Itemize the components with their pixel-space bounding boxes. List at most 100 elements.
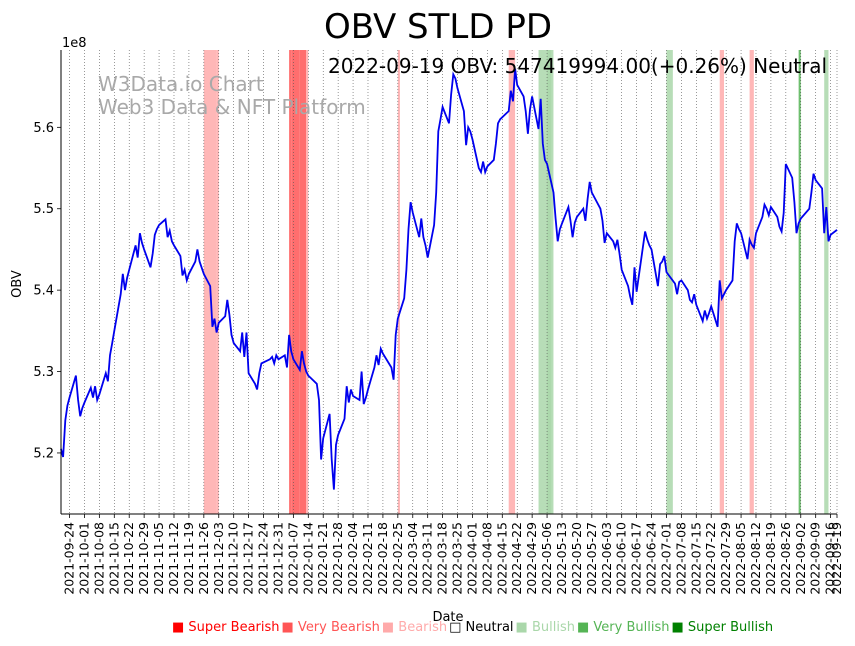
x-tick-label: 2022-08-26 bbox=[778, 522, 793, 595]
band-bullish bbox=[547, 50, 554, 514]
x-tick-label: 2022-04-08 bbox=[479, 522, 494, 595]
x-tick-label: 2021-09-24 bbox=[62, 522, 77, 595]
x-tick-label: 2022-06-17 bbox=[629, 522, 644, 595]
chart-subtitle: 2022-09-19 OBV: 547419994.00(+0.26%) Neu… bbox=[328, 54, 827, 78]
band-bearish bbox=[397, 50, 400, 514]
x-tick-label: 2022-03-25 bbox=[450, 522, 465, 595]
legend-swatch: ■ bbox=[515, 620, 528, 635]
x-tick-label: 2021-12-17 bbox=[241, 522, 256, 595]
y-tick-label: 5.2 bbox=[33, 446, 54, 461]
x-tick-label: 2022-02-25 bbox=[390, 522, 405, 595]
x-axis-ticks: 2021-09-24 2021-10-01 2021-10-08 2021-10-15… bbox=[62, 514, 844, 595]
signal-bands bbox=[203, 50, 829, 514]
x-tick-label: 2021-10-22 bbox=[121, 522, 136, 595]
y-tick-label: 5.3 bbox=[33, 365, 54, 380]
x-tick-label: 2022-06-03 bbox=[599, 522, 614, 595]
x-tick-label: 2022-03-18 bbox=[435, 522, 450, 595]
x-tick-label: 2022-09-16 bbox=[823, 522, 838, 595]
y-axis-ticks: 5.2 5.3 5.4 5.5 5.6 bbox=[33, 121, 61, 461]
x-tick-label: 2022-04-29 bbox=[524, 522, 539, 595]
x-tick-label: 2022-02-11 bbox=[360, 522, 375, 595]
legend-item-super-bearish: ■ Super Bearish bbox=[172, 620, 280, 635]
x-tick-label: 2022-07-22 bbox=[703, 522, 718, 595]
legend-item-bullish: ■ Bullish bbox=[516, 620, 575, 635]
x-tick-label: 2021-10-08 bbox=[91, 522, 106, 595]
x-tick-label: 2021-12-10 bbox=[226, 522, 241, 595]
watermark: W3Data.io Chart Web3 Data & NFT Platform bbox=[98, 72, 366, 119]
legend-swatch: ■ bbox=[576, 620, 590, 635]
legend-item-neutral: □ Neutral bbox=[449, 620, 513, 635]
legend-swatch: ■ bbox=[281, 620, 294, 635]
x-tick-label: 2022-04-22 bbox=[509, 522, 524, 595]
legend-label: Very Bullish bbox=[589, 620, 670, 635]
x-tick-label: 2022-01-21 bbox=[315, 522, 330, 595]
legend-label: Super Bearish bbox=[184, 620, 280, 635]
chart-title: OBV STLD PD bbox=[324, 7, 552, 47]
x-tick-label: 2021-10-01 bbox=[76, 522, 91, 595]
y-tick-label: 5.5 bbox=[33, 202, 54, 217]
obv-series-line bbox=[60, 68, 838, 490]
x-tick-label: 2022-08-12 bbox=[748, 522, 763, 595]
legend-item-very-bullish: ■ Very Bullish bbox=[577, 620, 670, 635]
legend-label: Bearish bbox=[394, 620, 448, 635]
x-tick-label: 2022-02-18 bbox=[375, 522, 390, 595]
band-bullish bbox=[666, 50, 673, 514]
x-tick-label: 2022-05-20 bbox=[569, 522, 584, 595]
x-tick-label: 2022-08-19 bbox=[763, 522, 778, 595]
band-very-bearish bbox=[299, 50, 307, 514]
legend-swatch: ■ bbox=[172, 620, 185, 635]
x-tick-label: 2021-10-15 bbox=[106, 522, 121, 595]
x-tick-label: 2021-11-12 bbox=[166, 522, 181, 595]
band-bearish bbox=[203, 50, 217, 514]
x-tick-label: 2021-11-26 bbox=[196, 522, 211, 595]
watermark-line-1: W3Data.io Chart bbox=[98, 72, 264, 96]
x-tick-label: 2022-01-28 bbox=[330, 522, 345, 595]
legend-swatch: □ bbox=[449, 620, 462, 635]
x-tick-label: 2022-07-29 bbox=[718, 522, 733, 595]
legend-item-very-bearish: ■ Very Bearish bbox=[282, 620, 380, 635]
legend-swatch: ■ bbox=[671, 620, 684, 635]
band-bearish bbox=[306, 50, 309, 514]
y-tick-label: 5.4 bbox=[33, 284, 54, 299]
x-axis-label: Date bbox=[432, 610, 463, 625]
x-tick-label: 2022-01-07 bbox=[285, 522, 300, 595]
x-tick-label: 2022-04-01 bbox=[464, 522, 479, 595]
x-tick-label: 2022-09-02 bbox=[793, 522, 808, 595]
legend-label: Very Bearish bbox=[293, 620, 380, 635]
legend-label: Bullish bbox=[527, 620, 575, 635]
x-tick-label: 2021-10-29 bbox=[136, 522, 151, 595]
watermark-line-2: Web3 Data & NFT Platform bbox=[98, 95, 366, 119]
y-scale-label: 1e8 bbox=[62, 36, 87, 51]
band-bearish bbox=[749, 50, 754, 514]
x-tick-label: 2021-12-03 bbox=[211, 522, 226, 595]
x-tick-label: 2021-11-19 bbox=[181, 522, 196, 595]
x-tick-label: 2022-07-15 bbox=[688, 522, 703, 595]
x-tick-label: 2022-07-01 bbox=[658, 522, 673, 595]
x-tick-label: 2022-06-24 bbox=[644, 522, 659, 595]
x-tick-label: 2021-12-24 bbox=[256, 522, 271, 595]
x-tick-label: 2022-03-11 bbox=[420, 522, 435, 595]
x-tick-label: 2022-09-19 bbox=[829, 522, 844, 595]
band-very-bullish bbox=[798, 50, 801, 514]
legend-item-bearish: ■ Bearish bbox=[382, 620, 447, 635]
band-very-bearish bbox=[289, 50, 292, 514]
legend-label: Super Bullish bbox=[683, 620, 774, 635]
legend-item-super-bullish: ■ Super Bullish bbox=[671, 620, 773, 635]
x-tick-label: 2021-12-31 bbox=[270, 522, 285, 595]
band-bearish bbox=[508, 50, 516, 514]
x-tick-label: 2022-03-04 bbox=[405, 522, 420, 595]
band-bullish bbox=[824, 50, 829, 514]
legend-swatch: ■ bbox=[381, 620, 395, 635]
x-tick-label: 2022-05-06 bbox=[539, 522, 554, 595]
y-tick-label: 5.6 bbox=[33, 121, 54, 136]
x-tick-label: 2022-06-10 bbox=[614, 522, 629, 595]
x-tick-label: 2022-04-15 bbox=[494, 522, 509, 595]
band-very-bearish bbox=[291, 50, 300, 514]
band-bearish bbox=[719, 50, 725, 514]
x-tick-label: 2021-11-05 bbox=[151, 522, 166, 595]
x-tick-label: 2022-07-08 bbox=[673, 522, 688, 595]
legend: ■ Super Bearish ■ Very Bearish ■ Bearish □ … bbox=[172, 620, 775, 635]
x-tick-label: 2022-02-04 bbox=[345, 522, 360, 595]
x-tick-label: 2022-08-05 bbox=[733, 522, 748, 595]
